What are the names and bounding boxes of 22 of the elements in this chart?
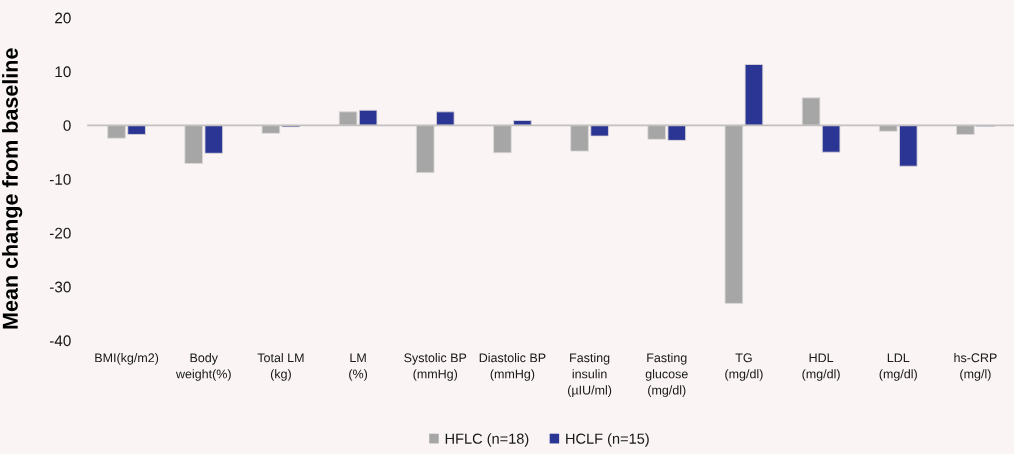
y-tick-label: 20	[55, 12, 71, 24]
x-tick-label: Fasting insulin (µIU/ml)	[568, 353, 612, 398]
x-tick-label: Total LM (kg)	[257, 353, 304, 381]
y-axis-title: Mean change from baseline	[2, 48, 23, 329]
x-tick-label: LDL (mg/dl)	[879, 353, 917, 381]
x-tick-label: Body weight(%)	[175, 353, 231, 381]
y-tick-label: -40	[49, 335, 71, 347]
y-tick-label: 10	[55, 66, 71, 78]
x-tick-label: LM (%)	[349, 353, 368, 381]
x-tick-label: Fasting glucose (mg/dl)	[645, 353, 688, 398]
x-tick-label: hs-CRP (mg/l)	[954, 353, 997, 381]
y-tick-label: -30	[49, 281, 71, 293]
y-tick-label: -20	[49, 227, 71, 239]
x-tick-label: Systolic BP (mmHg)	[404, 353, 467, 381]
y-tick-label: 0	[63, 120, 71, 131]
legend-label: HCLF (n=15)	[566, 433, 649, 447]
x-tick-label: BMI(kg/m2)	[95, 353, 159, 365]
x-tick-label: Diastolic BP (mmHg)	[479, 353, 546, 381]
legend-label: HFLC (n=18)	[445, 433, 529, 447]
y-tick-label: -10	[49, 173, 71, 185]
x-tick-label: HDL (mg/dl)	[802, 353, 840, 381]
x-tick-label: TG (mg/dl)	[725, 353, 763, 381]
